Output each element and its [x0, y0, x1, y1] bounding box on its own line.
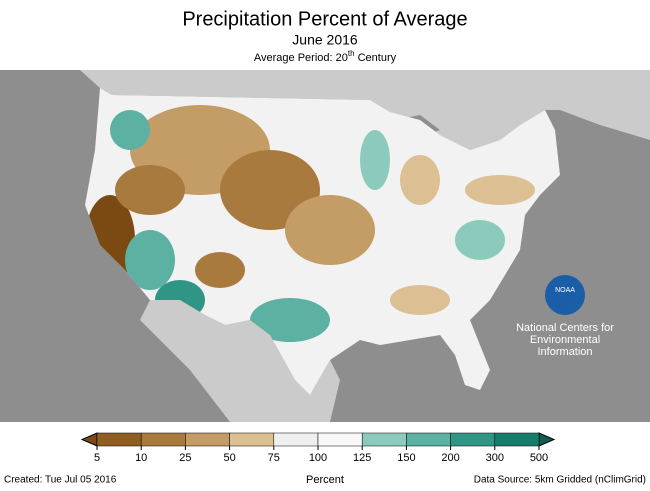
subtitle: June 2016: [292, 32, 358, 48]
legend-tick-label: 100: [309, 452, 327, 464]
legend-tick-label: 75: [268, 452, 280, 464]
source: Data Source: 5km Gridded (nClimGrid): [474, 475, 646, 486]
legend-tick-label: 125: [353, 452, 371, 464]
noaa-name: NOAA: [555, 287, 575, 294]
legend-bin: [229, 432, 275, 447]
legend-bin: [361, 432, 407, 447]
logo-line: National Centers for: [516, 322, 614, 334]
legend-bin: [140, 432, 186, 447]
legend-arrow-right: [538, 432, 556, 447]
legend-bin: [273, 432, 319, 447]
logo-line: Environmental: [530, 334, 600, 346]
legend-tick-label: 150: [397, 452, 415, 464]
noaa-logo: [545, 275, 585, 315]
legend-bin: [96, 432, 142, 447]
legend-tick-label: 300: [486, 452, 504, 464]
legend: 5 10 25 50 75 100 125 150 200 300 500: [80, 432, 556, 464]
legend-tick-label: 25: [179, 452, 191, 464]
canada: [0, 70, 650, 150]
created: Created: Tue Jul 05 2016: [4, 475, 117, 486]
legend-bin: [317, 432, 363, 447]
legend-tick-label: 500: [530, 452, 548, 464]
legend-arrow-left: [80, 432, 98, 447]
mexico: [140, 300, 340, 422]
legend-bin: [185, 432, 230, 447]
legend-bin: [406, 432, 451, 447]
map: NOAA National Centers for Environmental …: [0, 70, 650, 422]
legend-tick-label: 10: [135, 452, 147, 464]
legend-tick-label: 200: [441, 452, 459, 464]
legend-bin: [494, 432, 540, 447]
logo-line: Information: [537, 346, 592, 358]
legend-title: Percent: [306, 474, 344, 486]
period: Average Period: 20th Century: [254, 49, 397, 64]
title: Precipitation Percent of Average: [182, 8, 467, 30]
legend-tick-label: 5: [94, 452, 100, 464]
legend-bin: [450, 432, 496, 447]
legend-tick-label: 50: [223, 452, 235, 464]
